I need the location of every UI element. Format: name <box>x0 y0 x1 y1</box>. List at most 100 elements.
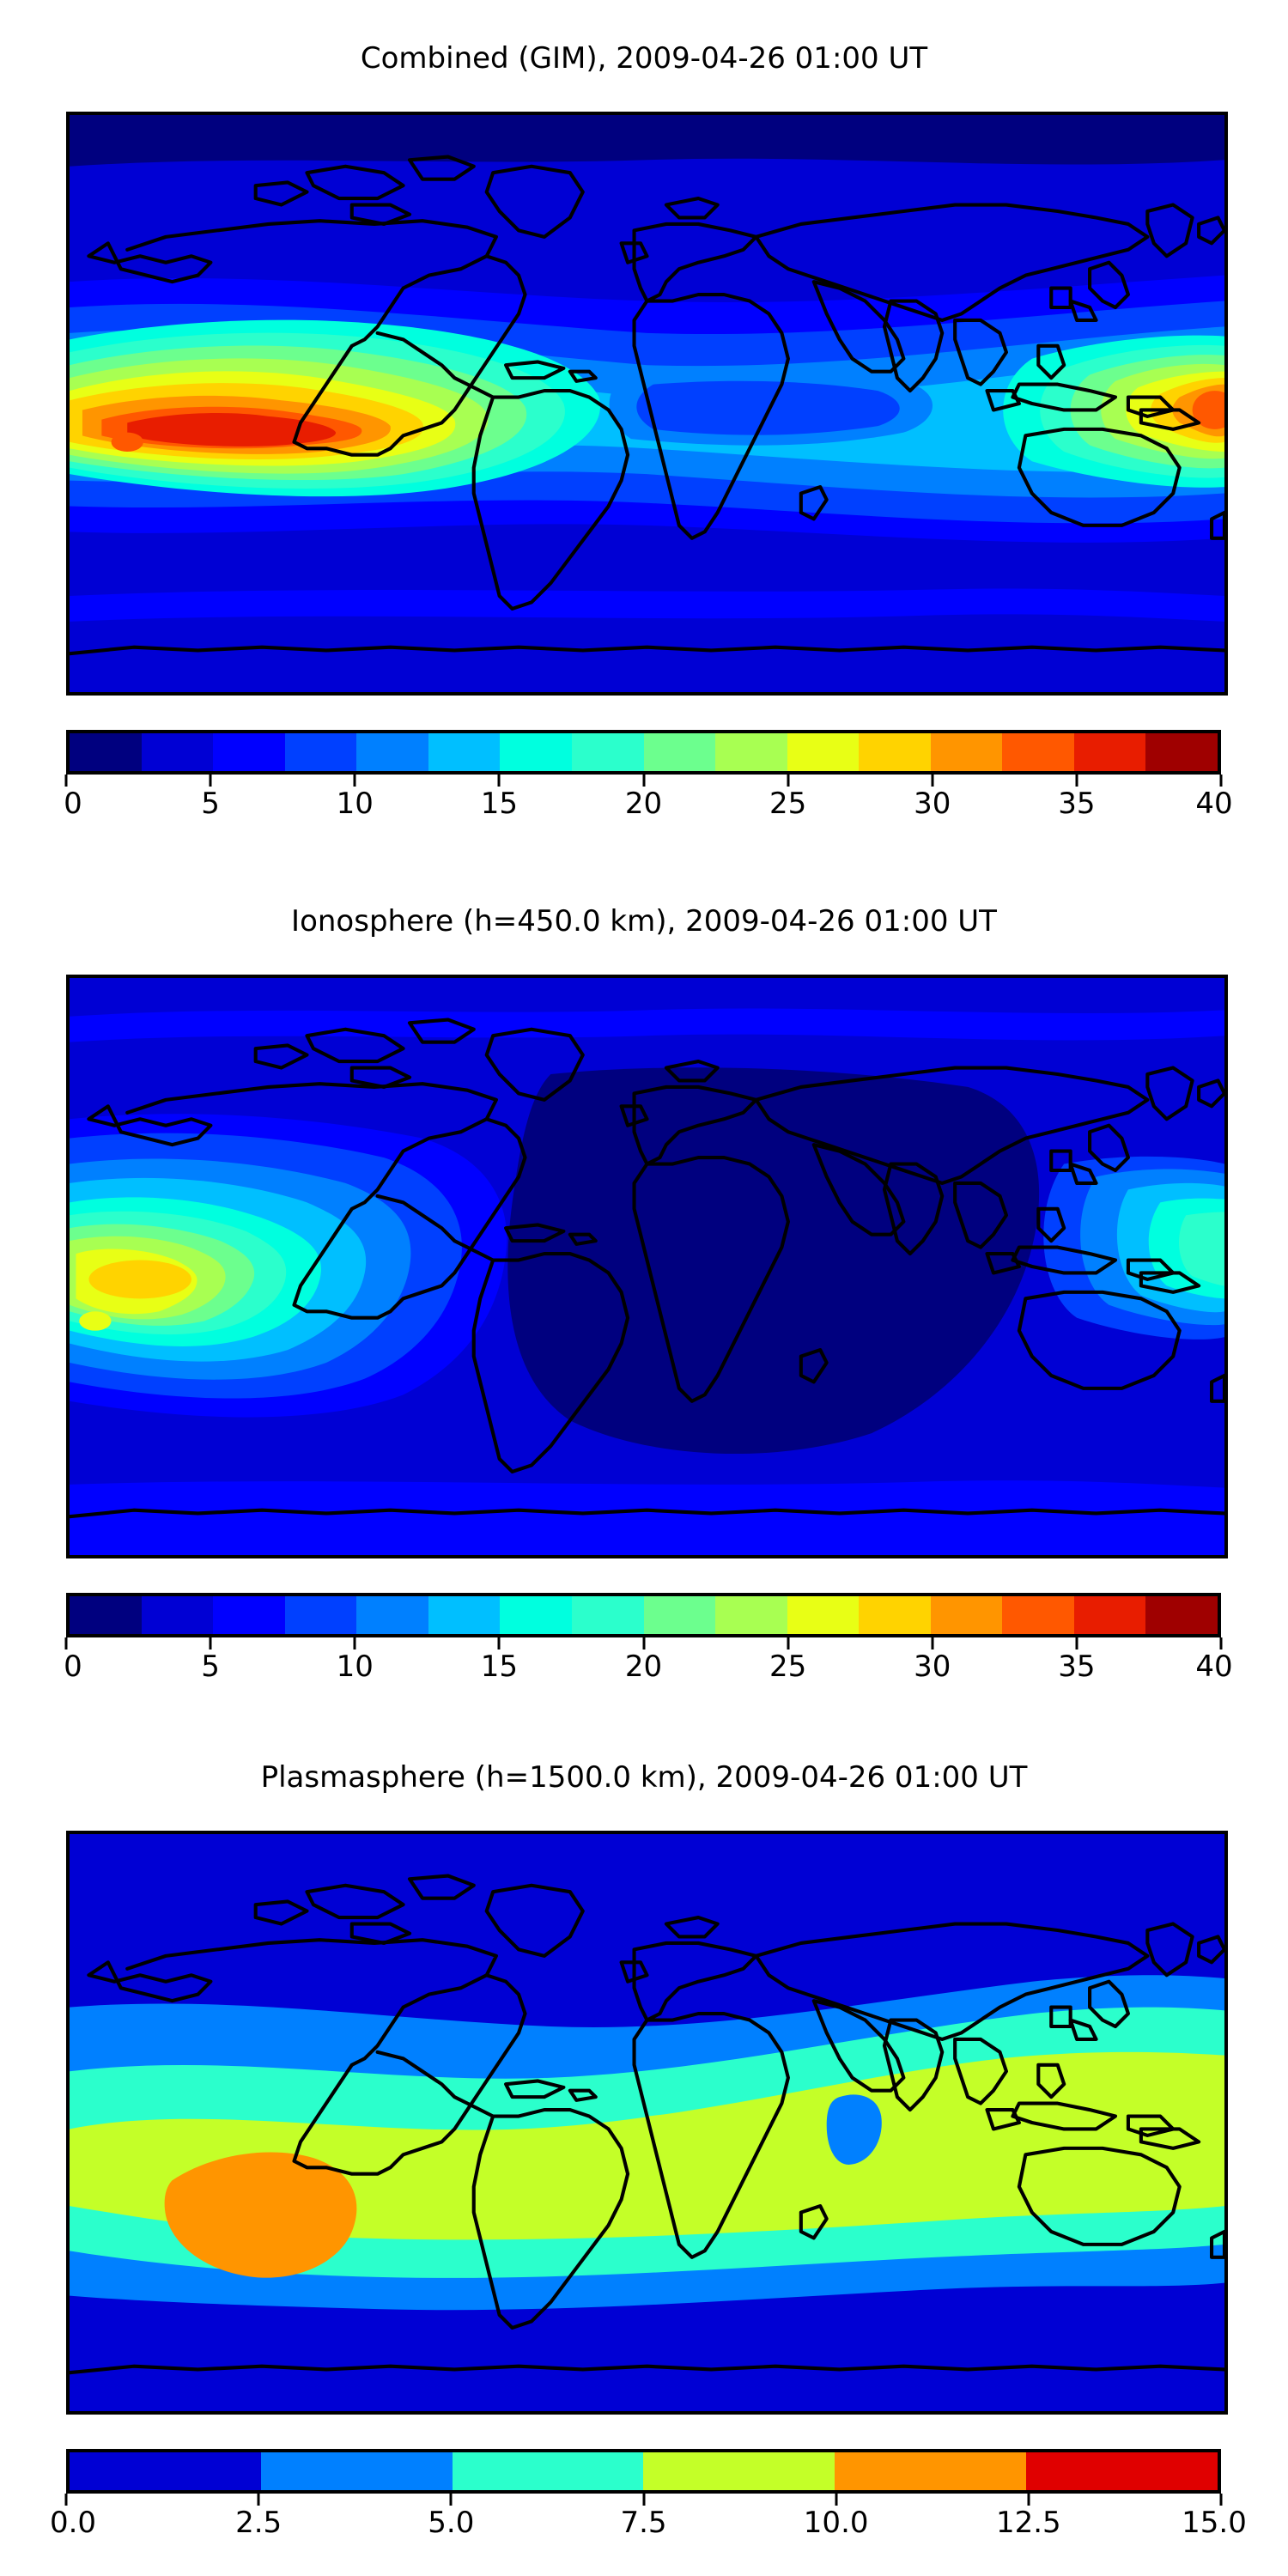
colorbar-tick-label: 12.5 <box>995 2506 1061 2540</box>
colorbar-segment <box>70 2452 261 2490</box>
colorbar-tick-label: 30 <box>914 1649 951 1684</box>
colorbar-tick-label: 35 <box>1058 787 1096 821</box>
colorbar-segment <box>284 1596 357 1634</box>
colorbar-segment <box>715 1596 787 1634</box>
colorbar-segment <box>715 733 787 771</box>
colorbar-segment <box>643 733 716 771</box>
panel-title-ionosphere: Ionosphere (h=450.0 km), 2009-04-26 01:0… <box>291 904 997 939</box>
colorbar-segment <box>70 1596 142 1634</box>
colorbar-tick-label: 15 <box>480 1649 519 1684</box>
colorbar-segment <box>1073 1596 1146 1634</box>
colorbar-segment <box>930 1596 1003 1634</box>
colorbar-labels-plasmasphere: 0.0 2.5 5.0 7.5 10.0 12.5 15.0 <box>50 2506 1247 2543</box>
colorbar-tick-label: 15.0 <box>1182 2506 1247 2540</box>
panel-title-combined-gim: Combined (GIM), 2009-04-26 01:00 UT <box>360 41 928 76</box>
colorbar-ticks-combined-gim <box>64 775 1223 787</box>
colorbar-segment <box>428 733 501 771</box>
map-field-plasmasphere <box>70 1834 1224 2411</box>
colorbar-segment <box>141 733 214 771</box>
colorbar-tick-label: 15 <box>480 787 519 821</box>
colorbar-segment <box>1073 733 1146 771</box>
colorbar-tick-label: 40 <box>1195 1649 1233 1684</box>
colorbar-tick <box>1219 2494 1223 2506</box>
colorbar-tick <box>449 2494 453 2506</box>
colorbar-tick <box>931 775 934 787</box>
colorbar-tick <box>1219 775 1223 787</box>
colorbar-tick-label: 0 <box>64 1649 82 1684</box>
colorbar-tick <box>931 1637 934 1649</box>
colorbar-tick-label: 25 <box>769 787 807 821</box>
colorbar-segment <box>1002 733 1074 771</box>
colorbar-segment <box>260 2452 453 2490</box>
colorbar-tick-label: 10 <box>336 1649 374 1684</box>
colorbar-segment <box>141 1596 214 1634</box>
colorbar-tick-label: 5 <box>201 1649 220 1684</box>
colorbar-segment <box>859 733 931 771</box>
colorbar-segment <box>356 1596 428 1634</box>
colorbar-tick-label: 25 <box>769 1649 807 1684</box>
colorbar-tick-label: 20 <box>624 1649 663 1684</box>
colorbar-segment <box>787 1596 860 1634</box>
colorbar-gradient-ionosphere <box>66 1593 1221 1637</box>
map-axes-combined-gim <box>66 112 1228 696</box>
colorbar-tick <box>353 1637 356 1649</box>
colorbar-gradient-plasmasphere <box>66 2449 1221 2494</box>
colorbar-tick-label: 5.0 <box>428 2506 475 2540</box>
colorbar-segment <box>1002 1596 1074 1634</box>
colorbar-tick <box>497 775 501 787</box>
colorbar-tick-label: 2.5 <box>235 2506 283 2540</box>
colorbar-labels-ionosphere: 0 5 10 15 20 25 30 35 40 <box>64 1649 1232 1687</box>
colorbar-tick <box>353 775 356 787</box>
colorbar-tick-label: 0.0 <box>49 2506 97 2540</box>
colorbar-gradient-combined-gim <box>66 730 1221 775</box>
colorbar-tick <box>64 2494 68 2506</box>
colorbar-segment <box>70 733 142 771</box>
colorbar-segment <box>452 2452 644 2490</box>
panel-title-plasmasphere: Plasmasphere (h=1500.0 km), 2009-04-26 0… <box>260 1760 1028 1795</box>
colorbar-segment <box>643 2452 835 2490</box>
colorbar-tick-label: 10.0 <box>803 2506 869 2540</box>
colorbar-tick <box>64 775 68 787</box>
colorbar-tick-label: 0 <box>64 787 82 821</box>
colorbar-segment <box>571 733 644 771</box>
map-axes-ionosphere <box>66 975 1228 1558</box>
colorbar-tick <box>642 2494 645 2506</box>
colorbar-segment <box>284 733 357 771</box>
colorbar-segment <box>643 1596 716 1634</box>
panel-ionosphere: Ionosphere (h=450.0 km), 2009-04-26 01:0… <box>0 863 1288 1722</box>
colorbar-tick-label: 7.5 <box>620 2506 667 2540</box>
colorbar-labels-combined-gim: 0 5 10 15 20 25 30 35 40 <box>64 787 1232 824</box>
colorbar-segment <box>571 1596 644 1634</box>
map-field-combined-gim <box>70 115 1224 692</box>
colorbar-ticks-plasmasphere <box>64 2494 1223 2506</box>
colorbar-plasmasphere: 0.0 2.5 5.0 7.5 10.0 12.5 15.0 <box>50 2449 1247 2552</box>
colorbar-tick <box>257 2494 260 2506</box>
colorbar-tick <box>787 775 790 787</box>
colorbar-segment <box>835 2452 1027 2490</box>
colorbar-tick <box>64 1637 68 1649</box>
panel-combined-gim: Combined (GIM), 2009-04-26 01:00 UT <box>0 0 1288 859</box>
panel-plasmasphere: Plasmasphere (h=1500.0 km), 2009-04-26 0… <box>0 1726 1288 2576</box>
colorbar-tick <box>1075 775 1078 787</box>
colorbar-segment <box>787 733 860 771</box>
colorbar-tick <box>209 1637 212 1649</box>
map-field-ionosphere <box>70 978 1224 1555</box>
colorbar-segment <box>930 733 1003 771</box>
colorbar-tick <box>787 1637 790 1649</box>
colorbar-tick <box>497 1637 501 1649</box>
colorbar-tick-label: 20 <box>624 787 663 821</box>
colorbar-segment <box>428 1596 501 1634</box>
colorbar-ticks-ionosphere <box>64 1637 1223 1649</box>
coastlines <box>70 155 1224 656</box>
colorbar-tick <box>1075 1637 1078 1649</box>
colorbar-tick <box>1027 2494 1030 2506</box>
colorbar-segment <box>500 1596 572 1634</box>
map-axes-plasmasphere <box>66 1831 1228 2415</box>
colorbar-segment <box>213 733 285 771</box>
colorbar-segment <box>213 1596 285 1634</box>
colorbar-tick-label: 5 <box>201 787 220 821</box>
colorbar-tick <box>642 1637 645 1649</box>
colorbar-segment <box>1026 2452 1218 2490</box>
colorbar-tick-label: 40 <box>1195 787 1233 821</box>
